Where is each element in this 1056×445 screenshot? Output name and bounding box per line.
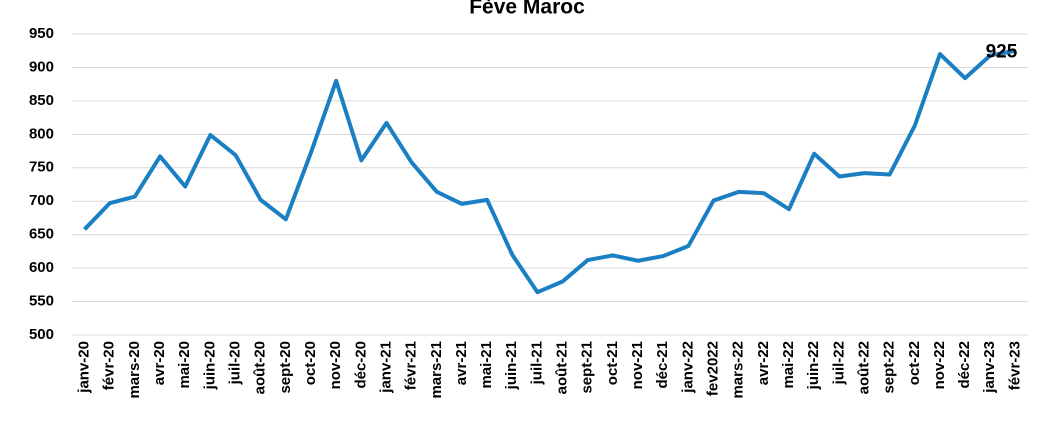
y-tick-label: 950: [29, 25, 54, 42]
x-tick-label: août-20: [252, 341, 269, 394]
y-tick-label: 550: [29, 293, 54, 310]
y-tick-label: 850: [29, 92, 54, 109]
y-tick-label: 750: [29, 159, 54, 176]
y-tick-label: 800: [29, 125, 54, 142]
x-tick-label: juin-22: [805, 341, 822, 390]
x-tick-label: nov-21: [629, 341, 646, 389]
x-tick-label: juil-21: [528, 341, 545, 385]
y-tick-label: 900: [29, 58, 54, 75]
x-tick-label: janv-23: [981, 341, 998, 394]
y-tick-label: 600: [29, 259, 54, 276]
x-tick-label: févr-20: [101, 341, 118, 390]
x-tick-label: juil-20: [226, 341, 243, 385]
chart-title: Fève Maroc: [469, 0, 585, 19]
x-tick-label: juil-22: [830, 341, 847, 385]
x-tick-label: nov-20: [327, 341, 344, 389]
x-tick-label: sept-21: [579, 341, 596, 394]
line: [83, 48, 1016, 295]
x-tick-label: avr-20: [151, 341, 168, 385]
x-tick-label: avr-22: [755, 341, 772, 385]
x-tick-label: mai-22: [780, 341, 797, 389]
x-tick-label: juin-21: [503, 341, 520, 390]
y-tick-label: 500: [29, 326, 54, 343]
x-tick-label: mai-20: [176, 341, 193, 389]
x-tick-label: mars-21: [428, 341, 445, 399]
x-tick-label: déc-21: [654, 341, 671, 389]
x-tick-label: janv-21: [377, 341, 394, 394]
x-tick-label: janv-20: [76, 341, 93, 394]
x-tick-label: déc-22: [956, 341, 973, 389]
x-tick-label: mars-20: [126, 341, 143, 399]
x-tick-label: mars-22: [730, 341, 747, 399]
x-tick-label: déc-20: [352, 341, 369, 389]
x-tick-label: oct-22: [906, 341, 923, 385]
x-tick-label: nov-22: [931, 341, 948, 389]
x-tick-label: avr-21: [453, 341, 470, 385]
y-tick-label: 700: [29, 192, 54, 209]
x-tick-label: sept-22: [881, 341, 898, 394]
x-tick-label: janv-22: [679, 341, 696, 394]
x-tick-label: févr-23: [1006, 341, 1023, 390]
x-tick-label: oct-20: [302, 341, 319, 385]
x-tick-label: oct-21: [604, 341, 621, 385]
x-tick-label: févr-21: [403, 341, 420, 390]
y-tick-label: 650: [29, 226, 54, 243]
x-tick-label: mai-21: [478, 341, 495, 389]
x-tick-label: août-22: [855, 341, 872, 394]
data-label: 925: [986, 42, 1018, 63]
x-tick-label: août-21: [554, 341, 571, 394]
x-tick-label: juin-20: [201, 341, 218, 390]
x-tick-label: fev2022: [704, 341, 721, 396]
x-tick-label: sept-20: [277, 341, 294, 394]
